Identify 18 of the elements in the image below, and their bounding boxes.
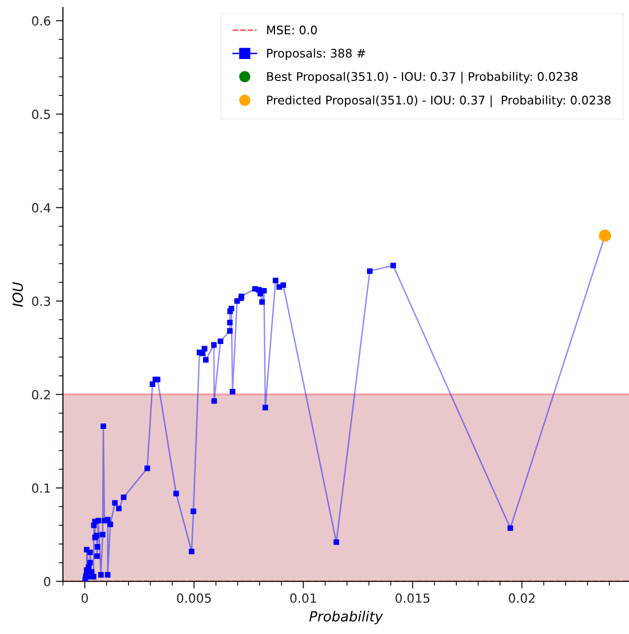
x-tick-label: 0.005 [176,593,211,603]
x-axis-title: Probability [309,610,384,624]
legend-label: MSE: 0.0 [267,26,317,34]
legend-label: Predicted Proposal(351.0) - IOU: 0.37 | Probability: 0.0238 [267,95,610,108]
y-tick-label: 0.5 [32,110,50,120]
y-tick-label: 0.6 [32,16,50,26]
y-tick-label: 0.2 [32,390,50,400]
legend-label: Best Proposal(351.0) - IOU: 0.37 | Probability: 0.0238 [267,72,578,84]
y-tick-label: 0.1 [32,483,50,493]
x-tick-label: 0.01 [290,593,316,603]
y-axis-title: IOU [12,282,23,307]
legend-label: Proposals: 388 # [267,48,366,60]
x-tick-label: 0.02 [508,593,535,603]
x-tick-label: 0.015 [396,593,430,603]
x-tick-label: 0 [82,593,88,603]
y-tick-label: 0 [44,576,50,586]
y-tick-label: 0.4 [32,203,50,213]
y-tick-label: 0.3 [32,296,50,306]
